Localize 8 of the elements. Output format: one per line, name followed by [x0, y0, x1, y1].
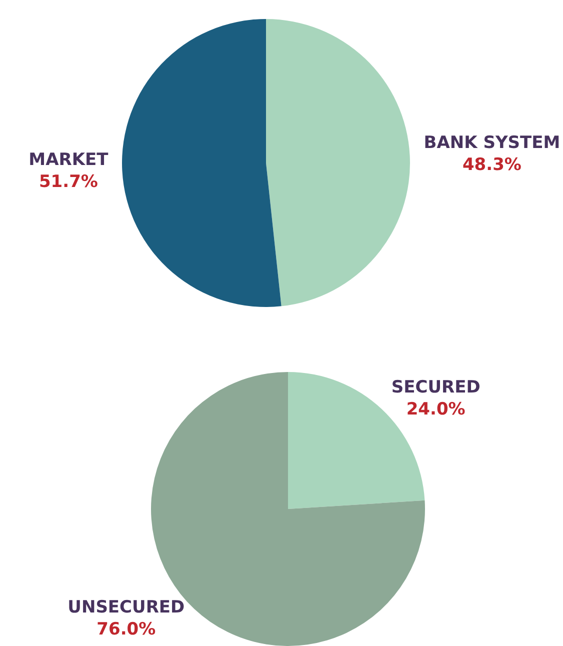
- slice-label: MARKET: [28, 150, 109, 170]
- data-label: 76.0%: [96, 619, 156, 640]
- data-label: 24.0%: [406, 399, 466, 420]
- slice-label: SECURED: [391, 377, 480, 398]
- slice-label: BANK SYSTEM: [424, 132, 560, 153]
- data-label: 48.3%: [462, 154, 522, 175]
- data-label: 51.7%: [38, 172, 98, 192]
- slice-label: UNSECURED: [68, 597, 185, 618]
